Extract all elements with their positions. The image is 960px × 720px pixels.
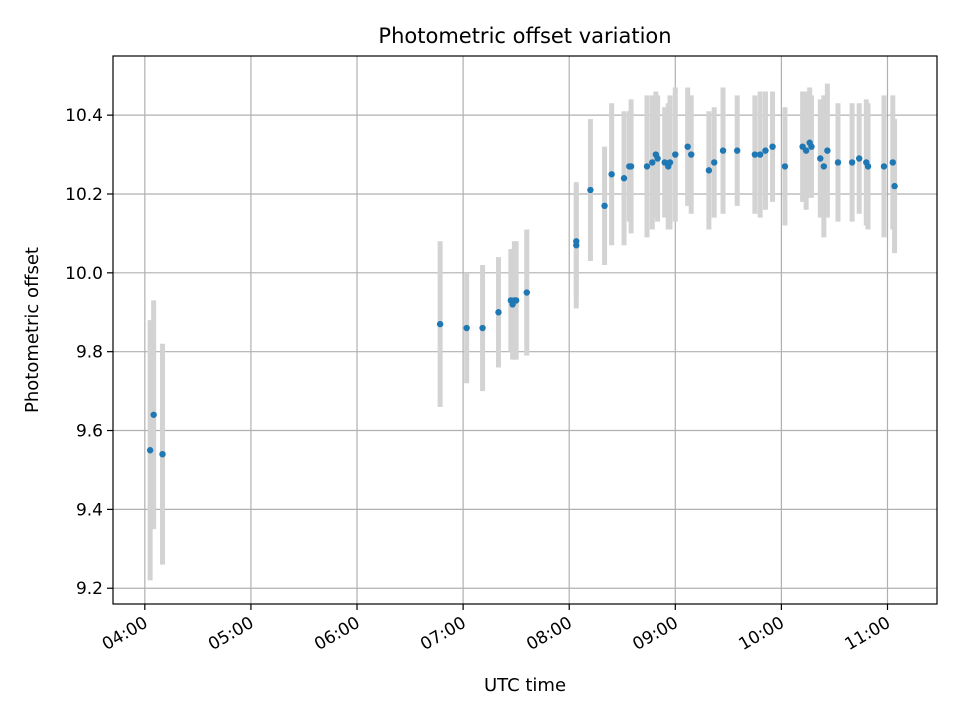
- y-tick-label: 9.8: [76, 343, 103, 363]
- data-point: [523, 289, 530, 296]
- data-point: [719, 147, 727, 154]
- data-point: [573, 238, 580, 245]
- data-point: [824, 147, 831, 154]
- data-point: [649, 159, 656, 166]
- x-tick-label: 10:00: [735, 613, 787, 655]
- y-tick-label: 9.6: [76, 422, 103, 442]
- x-axis-label: UTC time: [484, 675, 566, 696]
- x-tick-label: 04:00: [99, 613, 151, 655]
- chart-title: Photometric offset variation: [378, 24, 671, 48]
- data-point: [495, 309, 502, 316]
- x-tick-label: 05:00: [205, 613, 257, 655]
- data-point: [781, 163, 789, 170]
- y-tick-label: 10.2: [65, 185, 103, 205]
- y-tick-label: 10.0: [65, 264, 103, 284]
- data-point: [150, 411, 157, 418]
- data-point: [436, 320, 444, 328]
- data-point: [889, 159, 896, 166]
- data-point: [880, 163, 888, 170]
- error-bars: [147, 83, 898, 581]
- y-tick-label: 9.4: [76, 500, 103, 520]
- data-point: [587, 186, 594, 194]
- data-point: [627, 163, 635, 170]
- data-point: [855, 155, 863, 162]
- x-tick-label: 06:00: [311, 613, 363, 655]
- axis-ticks: 04:00 05:00 06:00 07:00 08:00 09:00 10:00 11:00…: [65, 106, 894, 655]
- data-point: [817, 155, 824, 162]
- data-point: [711, 159, 718, 166]
- data-point: [608, 171, 615, 178]
- x-tick-label: 07:00: [417, 613, 469, 655]
- data-points: [146, 139, 898, 458]
- data-point: [769, 143, 776, 150]
- data-point: [756, 151, 764, 158]
- data-point: [463, 324, 470, 332]
- y-axis-label: Photometric offset: [22, 247, 43, 413]
- data-point: [751, 151, 759, 158]
- data-point: [688, 151, 695, 158]
- plot-frame: [112, 55, 938, 605]
- data-point: [512, 297, 520, 304]
- data-point: [601, 202, 608, 210]
- data-point: [654, 155, 661, 162]
- y-tick-label: 9.2: [76, 579, 103, 599]
- data-point: [666, 159, 674, 166]
- data-point: [848, 159, 856, 166]
- data-point: [802, 147, 810, 154]
- data-point: [159, 450, 166, 458]
- x-tick-label: 11:00: [842, 613, 894, 655]
- data-point: [705, 167, 713, 174]
- data-point: [808, 143, 815, 150]
- data-point: [733, 147, 741, 154]
- x-tick-label: 08:00: [523, 613, 575, 655]
- data-point: [834, 159, 842, 166]
- data-point: [684, 143, 691, 150]
- data-point: [864, 163, 872, 170]
- data-point: [643, 163, 651, 170]
- x-tick-label: 09:00: [629, 613, 681, 655]
- data-point: [820, 163, 828, 170]
- data-point: [891, 182, 898, 190]
- y-tick-label: 10.4: [65, 106, 103, 126]
- data-point: [620, 175, 628, 182]
- data-point: [479, 324, 486, 332]
- data-point: [762, 147, 769, 154]
- data-point: [146, 447, 154, 454]
- data-point: [672, 151, 679, 158]
